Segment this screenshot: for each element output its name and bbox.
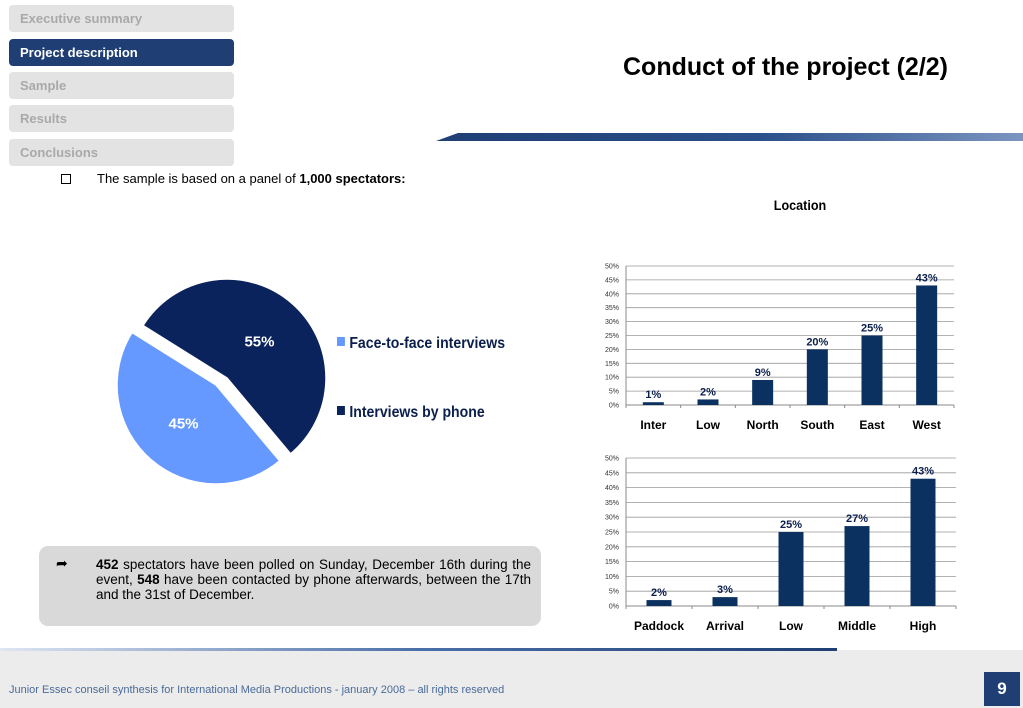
y-tick-label: 45% xyxy=(605,470,619,477)
checkbox-bullet-icon xyxy=(61,173,71,184)
nav-sample[interactable]: Sample xyxy=(9,72,234,99)
y-tick-label: 15% xyxy=(605,559,619,566)
note-number-phone: 548 xyxy=(137,572,160,587)
nav-conclusions[interactable]: Conclusions xyxy=(9,139,234,166)
y-tick-label: 5% xyxy=(609,589,619,596)
note-box: ➦ 452 spectators have been polled on Sun… xyxy=(39,546,541,626)
y-tick-label: 5% xyxy=(609,389,619,396)
bar-middle xyxy=(844,526,870,606)
pie-label-phone: 55% xyxy=(244,334,274,351)
note-text-1: spectators have been polled on Sunday, D… xyxy=(96,557,531,587)
bar-paddock xyxy=(646,600,672,606)
y-tick-label: 50% xyxy=(605,456,619,463)
y-tick-label: 35% xyxy=(605,305,619,312)
category-label-low: Low xyxy=(696,418,721,432)
category-label-paddock: Paddock xyxy=(634,619,684,633)
data-label-north: 9% xyxy=(755,367,771,379)
data-label-arrival: 3% xyxy=(717,584,733,596)
y-tick-label: 25% xyxy=(605,333,619,340)
y-tick-label: 50% xyxy=(605,264,619,271)
category-label-middle: Middle xyxy=(838,619,876,633)
arrow-bullet-icon: ➦ xyxy=(56,555,68,571)
data-label-middle: 27% xyxy=(846,513,868,525)
category-label-inter: Inter xyxy=(640,418,666,432)
pie-slice-phone xyxy=(142,278,327,455)
level-bar-chart: 0% 5% 10% 15% 20% 25% 30% 35% 40% 45% 50% 2% Paddock… xyxy=(605,456,957,633)
note-number-polled: 452 xyxy=(96,557,119,572)
y-tick-label: 40% xyxy=(605,291,619,298)
footer-stripe xyxy=(0,648,837,651)
page-title: Conduct of the project (2/2) xyxy=(623,53,948,81)
category-label-south: South xyxy=(800,418,834,432)
bar-west xyxy=(916,285,938,405)
data-label-high: 43% xyxy=(912,466,934,478)
bar-inter xyxy=(642,402,664,405)
nav-results[interactable]: Results xyxy=(9,105,234,132)
data-label-paddock: 2% xyxy=(651,587,667,599)
pie-chart: 55% 45% xyxy=(116,278,327,485)
bullet-line: The sample is based on a panel of 1,000 … xyxy=(61,171,406,186)
data-label-south: 20% xyxy=(806,336,828,348)
y-tick-label: 25% xyxy=(605,530,619,537)
y-tick-label: 30% xyxy=(605,515,619,522)
bullet-text: The sample is based on a panel of xyxy=(97,171,300,186)
bar-north xyxy=(752,379,774,405)
note-text-2: have been contacted by phone afterwards,… xyxy=(96,572,531,602)
bar-east xyxy=(861,335,883,405)
category-label-arrival: Arrival xyxy=(706,619,744,633)
legend-label-phone: Interviews by phone xyxy=(349,404,485,421)
category-label-west: West xyxy=(912,418,940,432)
footer-text: Junior Essec conseil synthesis for Inter… xyxy=(9,684,505,696)
category-label-east: East xyxy=(859,418,884,432)
category-label-low: Low xyxy=(779,619,804,633)
bar-low xyxy=(778,532,804,606)
nav-project-description[interactable]: Project description xyxy=(9,39,234,66)
y-tick-label: 20% xyxy=(605,347,619,354)
y-tick-label: 35% xyxy=(605,500,619,507)
pie-label-face-to-face: 45% xyxy=(169,415,199,432)
location-bar-chart: 0% 5% 10% 15% 20% 25% 30% 35% 40% 45% 50% 1% Inter 2%… xyxy=(605,264,955,432)
data-label-low: 25% xyxy=(780,519,802,531)
bullet-bold: 1,000 spectators: xyxy=(299,171,406,186)
y-tick-label: 30% xyxy=(605,319,619,326)
nav-executive-summary[interactable]: Executive summary xyxy=(9,5,234,32)
legend-phone: Interviews by phone xyxy=(337,404,485,422)
legend-face-to-face: Face-to-face interviews xyxy=(337,335,505,353)
title-stripe xyxy=(436,133,1023,141)
category-label-north: North xyxy=(747,418,779,432)
bar-low xyxy=(697,399,719,405)
y-tick-label: 40% xyxy=(605,485,619,492)
footer-background xyxy=(0,650,1023,708)
legend-swatch-light xyxy=(337,337,345,347)
y-tick-label: 15% xyxy=(605,361,619,368)
y-tick-label: 10% xyxy=(605,375,619,382)
legend-label-face-to-face: Face-to-face interviews xyxy=(349,335,506,352)
bar-arrival xyxy=(712,597,738,606)
y-tick-label: 0% xyxy=(609,403,619,410)
legend-swatch-dark xyxy=(337,406,345,416)
page-number: 9 xyxy=(984,672,1020,706)
pie-slice-face-to-face xyxy=(116,331,281,485)
y-tick-label: 0% xyxy=(609,604,619,611)
y-tick-label: 45% xyxy=(605,277,619,284)
location-chart-title: Location xyxy=(773,197,827,213)
category-label-high: High xyxy=(910,619,937,633)
data-label-inter: 1% xyxy=(645,389,661,401)
data-label-west: 43% xyxy=(916,272,938,284)
y-tick-label: 10% xyxy=(605,574,619,581)
bar-high xyxy=(910,478,936,606)
data-label-east: 25% xyxy=(861,323,883,335)
bar-south xyxy=(806,349,828,405)
y-tick-label: 20% xyxy=(605,544,619,551)
data-label-low: 2% xyxy=(700,386,716,398)
